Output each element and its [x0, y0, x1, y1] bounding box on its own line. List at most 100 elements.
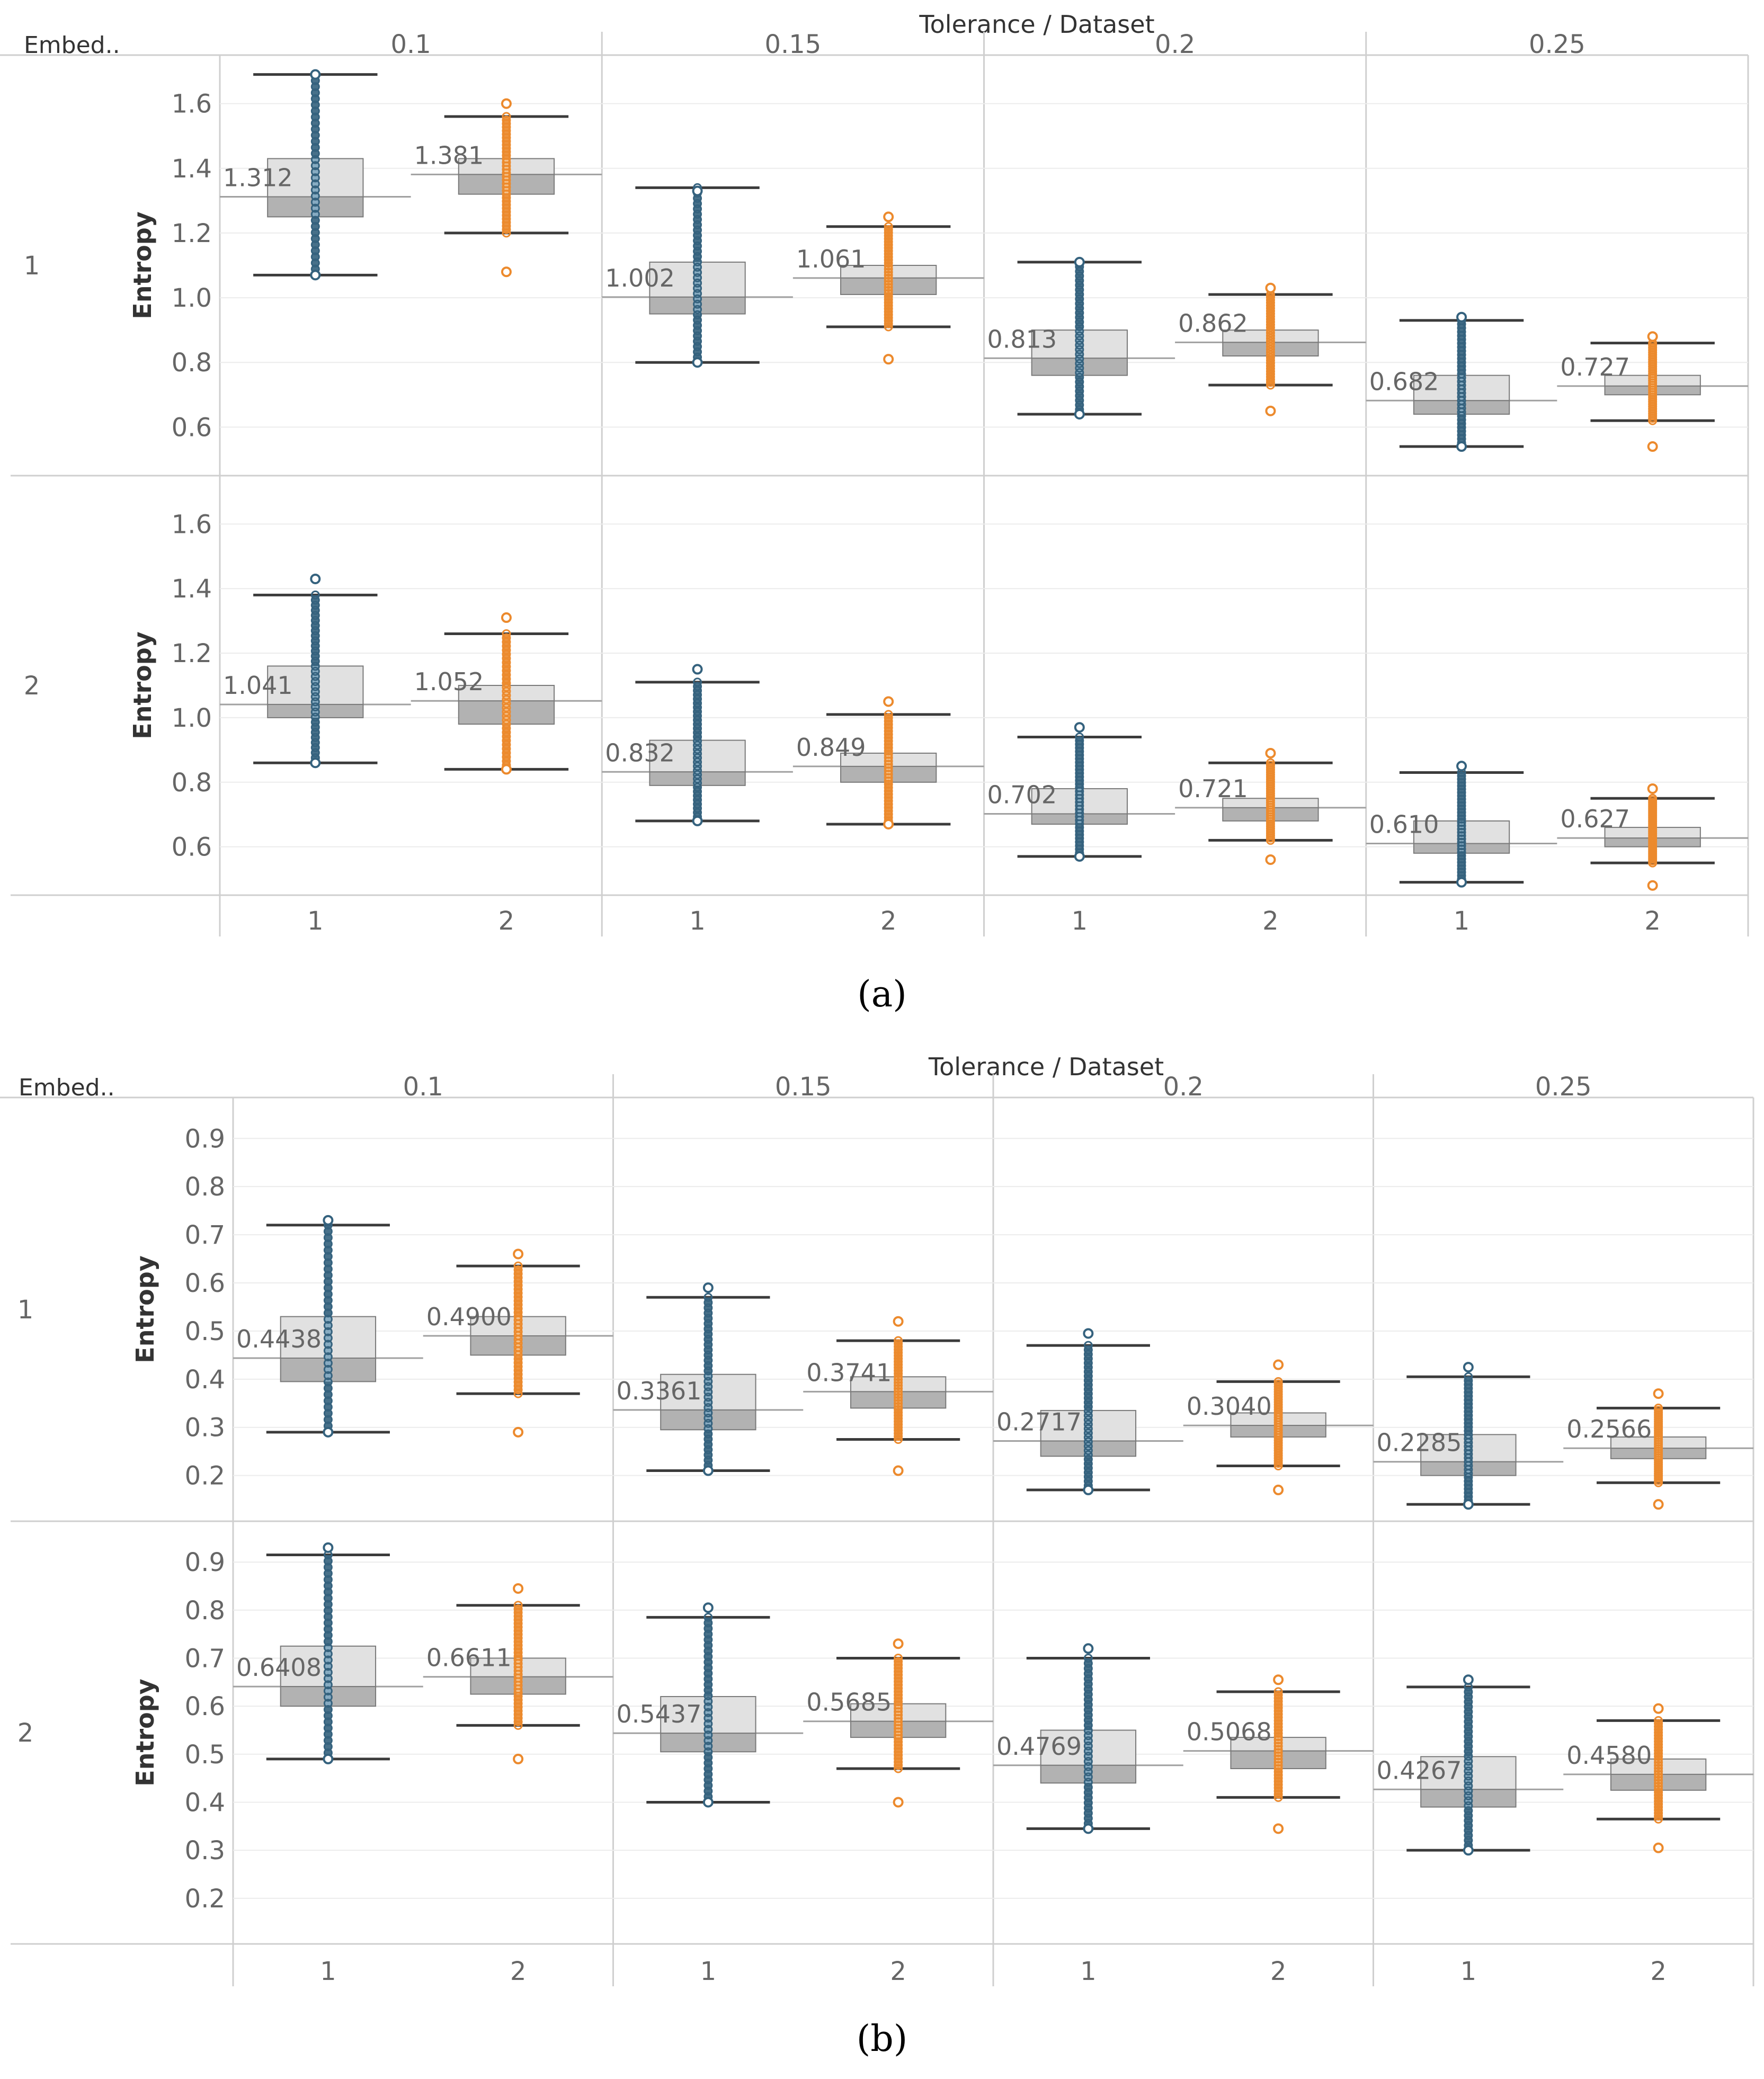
data-point — [1464, 1687, 1473, 1697]
data-point — [884, 231, 893, 240]
median-label: 0.2566 — [1566, 1415, 1652, 1443]
outlier-point — [1653, 1388, 1664, 1399]
data-point — [693, 236, 702, 245]
outlier-point — [1265, 854, 1276, 865]
data-point — [693, 749, 702, 759]
data-point — [894, 1384, 903, 1393]
outlier-point — [1074, 722, 1085, 733]
data-point — [310, 601, 320, 610]
data-point — [323, 1717, 333, 1727]
data-point — [693, 262, 702, 272]
data-point — [323, 1396, 333, 1406]
data-point — [894, 1396, 903, 1405]
outlier-point — [893, 1638, 904, 1649]
outlier-point — [1647, 441, 1658, 452]
data-point — [323, 1271, 333, 1280]
data-point — [1083, 1376, 1093, 1385]
outlier-point — [1463, 1845, 1474, 1856]
data-point — [1273, 1703, 1283, 1712]
data-point — [1464, 1712, 1473, 1721]
data-point — [693, 225, 702, 235]
data-point — [693, 782, 702, 792]
data-point — [693, 770, 702, 780]
data-point — [703, 1781, 713, 1790]
data-point — [1083, 1653, 1093, 1663]
data-point — [502, 629, 511, 639]
data-point — [323, 1258, 333, 1268]
data-point — [1273, 1745, 1283, 1754]
data-point — [1464, 1742, 1473, 1751]
median-label: 0.721 — [1178, 774, 1248, 803]
data-point — [310, 697, 320, 707]
median-label: 0.702 — [987, 780, 1057, 809]
data-point — [323, 1371, 333, 1380]
data-point — [323, 1302, 333, 1311]
median-label: 0.4900 — [426, 1302, 512, 1331]
data-point — [1654, 1788, 1663, 1797]
data-point — [502, 641, 511, 651]
data-point — [1083, 1415, 1093, 1425]
median-label: 0.849 — [796, 733, 866, 762]
data-point — [502, 695, 511, 704]
data-point — [1083, 1363, 1093, 1372]
y-tick-label: 0.4 — [185, 1788, 225, 1817]
data-point — [703, 1747, 713, 1756]
y-tick-label: 0.7 — [185, 1644, 225, 1673]
data-point — [1654, 1799, 1663, 1809]
box-group: 0.832 — [602, 664, 793, 826]
box-group: 0.813 — [984, 256, 1175, 420]
data-point — [502, 691, 511, 700]
data-point — [323, 1320, 333, 1330]
data-point — [1075, 304, 1084, 313]
box-group: 0.727 — [1557, 331, 1748, 452]
data-point — [323, 1283, 333, 1292]
data-point — [1654, 1814, 1663, 1824]
data-point — [1083, 1757, 1093, 1766]
tolerance-label: 0.2 — [1163, 1072, 1204, 1102]
data-point — [884, 243, 893, 253]
data-point — [703, 1618, 713, 1628]
box-group: 0.849 — [792, 696, 984, 829]
outlier-point — [1456, 761, 1467, 772]
outlier-point — [883, 211, 894, 222]
data-point — [502, 752, 511, 762]
data-point — [1083, 1441, 1093, 1451]
data-point — [323, 1245, 333, 1255]
data-point — [323, 1711, 333, 1720]
data-point — [1083, 1793, 1093, 1803]
data-point — [693, 694, 702, 704]
median-label: 1.052 — [414, 667, 484, 696]
data-point — [693, 230, 702, 240]
data-point — [693, 283, 702, 293]
outlier-point — [513, 1753, 524, 1764]
data-point — [1273, 1761, 1283, 1770]
data-point — [323, 1239, 333, 1248]
data-point — [1464, 1821, 1473, 1830]
data-point — [323, 1705, 333, 1714]
data-point — [1075, 391, 1084, 400]
data-point — [703, 1674, 713, 1684]
outlier-point — [1265, 282, 1276, 293]
dataset-label: 2 — [890, 1957, 906, 1986]
data-point — [1266, 380, 1275, 390]
data-point — [323, 1402, 333, 1412]
data-point — [323, 1575, 333, 1584]
data-point — [1464, 1737, 1473, 1746]
data-point — [1083, 1679, 1093, 1689]
outlier-point — [501, 266, 512, 278]
data-point — [310, 626, 320, 636]
data-point — [323, 1736, 333, 1745]
dataset-label: 1 — [1080, 1957, 1097, 1986]
box-group: 0.721 — [1175, 747, 1366, 865]
data-point — [884, 710, 893, 719]
data-point — [1654, 1772, 1663, 1782]
data-point — [1273, 1700, 1283, 1709]
data-point — [1083, 1674, 1093, 1683]
data-point — [1266, 359, 1275, 368]
outlier-point — [702, 1282, 714, 1293]
box-group: 0.4267 — [1373, 1674, 1564, 1856]
data-point — [703, 1377, 713, 1386]
data-point — [502, 674, 511, 684]
data-point — [310, 185, 320, 195]
